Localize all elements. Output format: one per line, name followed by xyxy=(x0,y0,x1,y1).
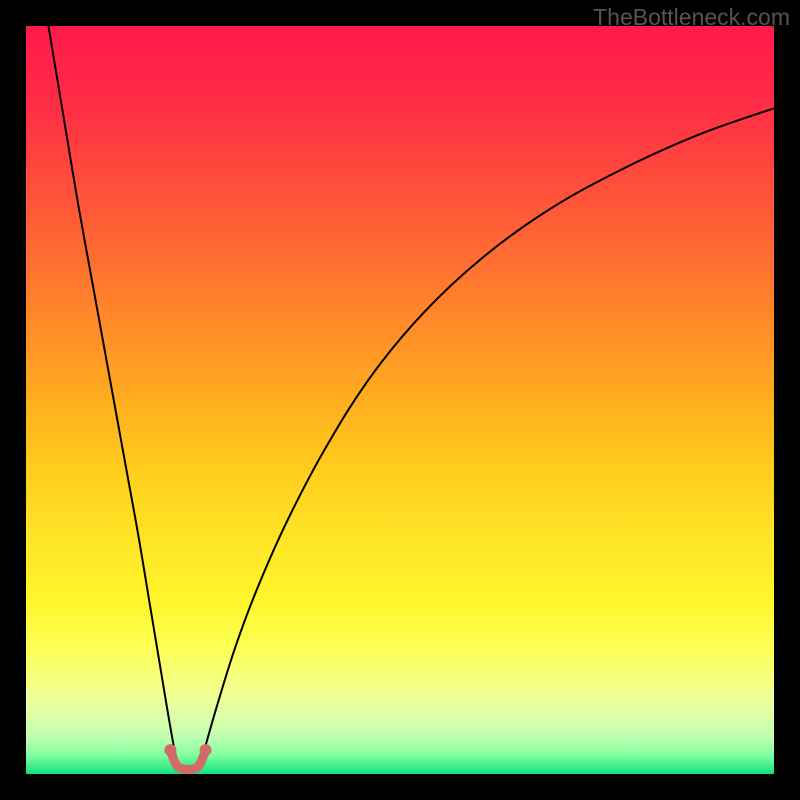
plot-area xyxy=(26,26,774,774)
chart-frame: TheBottleneck.com xyxy=(0,0,800,800)
watermark-text: TheBottleneck.com xyxy=(593,4,790,31)
trough-marker xyxy=(26,26,774,774)
